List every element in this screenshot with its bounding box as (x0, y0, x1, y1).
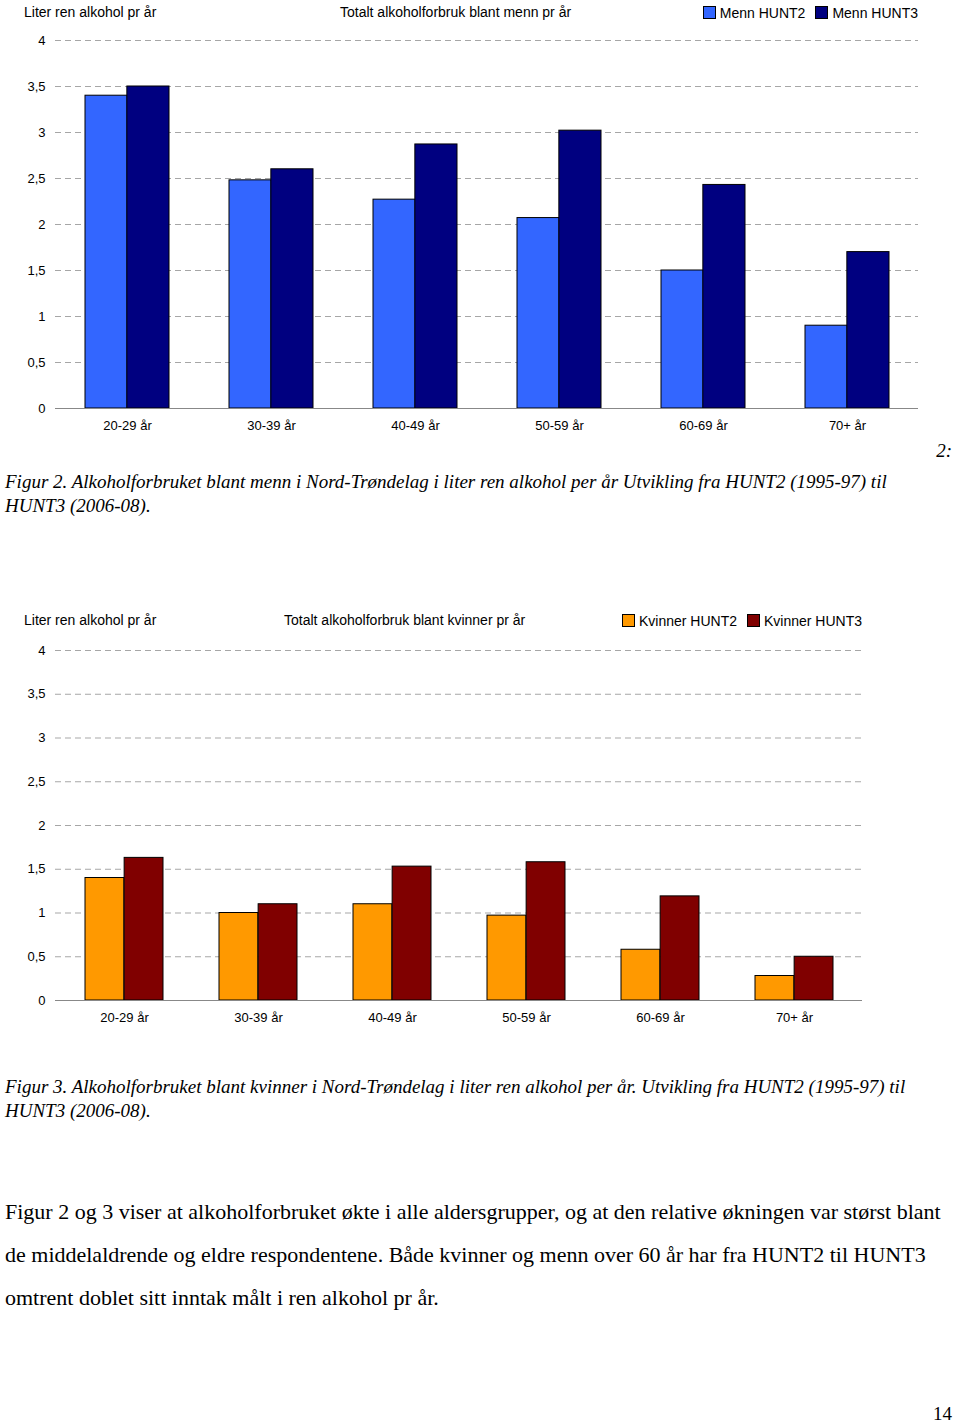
svg-text:0: 0 (38, 993, 45, 1008)
svg-text:3,5: 3,5 (27, 79, 45, 94)
svg-text:0,5: 0,5 (27, 949, 45, 964)
svg-text:4: 4 (38, 33, 45, 48)
html-text:2:: 2: (936, 440, 952, 461)
html-text:Totalt alkoholforbruk blant kv: Totalt alkoholforbruk blant kvinner pr å… (284, 612, 526, 628)
svg-text:2: 2 (38, 217, 45, 232)
svg-text:50-59 år: 50-59 år (502, 1010, 551, 1025)
svg-text:60-69 år: 60-69 år (636, 1010, 685, 1025)
svg-text:30-39 år: 30-39 år (234, 1010, 283, 1025)
svg-text:1,5: 1,5 (27, 263, 45, 278)
svg-text:40-49 år: 40-49 år (368, 1010, 417, 1025)
svg-text:1: 1 (38, 905, 45, 920)
html-text:Figur 2. Alkoholforbruket blan: Figur 2. Alkoholforbruket blant menn i N… (5, 471, 887, 516)
svg-text:2,5: 2,5 (27, 171, 45, 186)
html-text:Figur 3. Alkoholforbruket blan: Figur 3. Alkoholforbruket blant kvinner … (5, 1076, 906, 1121)
html-text:Figur 2 og 3 viser at alkoholf: Figur 2 og 3 viser at alkoholforbruket ø… (5, 1199, 941, 1310)
svg-text:4: 4 (38, 643, 45, 658)
html-text:Liter ren alkohol pr år: Liter ren alkohol pr år (24, 612, 157, 628)
svg-text:1: 1 (38, 309, 45, 324)
svg-text:0,5: 0,5 (27, 355, 45, 370)
svg-text:2,5: 2,5 (27, 774, 45, 789)
html-text:Menn HUNT2: Menn HUNT2 (719, 5, 806, 21)
svg-text:1,5: 1,5 (27, 861, 45, 876)
svg-text:50-59 år: 50-59 år (535, 418, 584, 433)
svg-text:3,5: 3,5 (27, 686, 45, 701)
html-text:Menn HUNT3: Menn HUNT3 (832, 5, 918, 21)
svg-text:2: 2 (38, 818, 45, 833)
svg-text:70+ år: 70+ år (776, 1010, 814, 1025)
html-text:Totalt alkoholforbruk blant me: Totalt alkoholforbruk blant menn pr år (340, 4, 572, 20)
svg-text:3: 3 (38, 125, 45, 140)
svg-text:20-29 år: 20-29 år (100, 1010, 149, 1025)
svg-text:40-49 år: 40-49 år (391, 418, 440, 433)
svg-text:0: 0 (38, 401, 45, 416)
svg-text:20-29 år: 20-29 år (103, 418, 152, 433)
svg-text:60-69 år: 60-69 år (679, 418, 728, 433)
svg-text:30-39 år: 30-39 år (247, 418, 296, 433)
svg-text:3: 3 (38, 730, 45, 745)
html-text:Liter ren alkohol pr år: Liter ren alkohol pr år (24, 4, 157, 20)
html-text:Kvinner HUNT3: Kvinner HUNT3 (764, 613, 862, 629)
svg-text:70+ år: 70+ år (829, 418, 867, 433)
html-text:14: 14 (933, 1403, 952, 1424)
html-text:Kvinner HUNT2: Kvinner HUNT2 (638, 613, 737, 629)
